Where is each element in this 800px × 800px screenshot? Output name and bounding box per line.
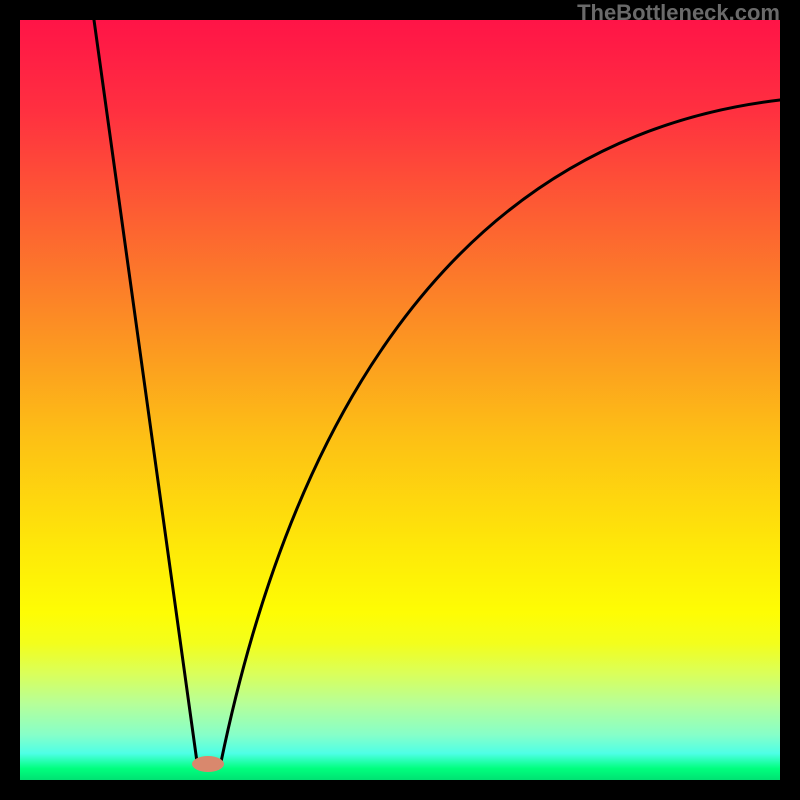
watermark-text: TheBottleneck.com	[577, 0, 780, 26]
plot-svg	[20, 20, 780, 780]
minimum-marker	[192, 756, 224, 772]
plot-area	[20, 20, 780, 780]
chart-container: TheBottleneck.com	[0, 0, 800, 800]
gradient-background	[20, 20, 780, 780]
